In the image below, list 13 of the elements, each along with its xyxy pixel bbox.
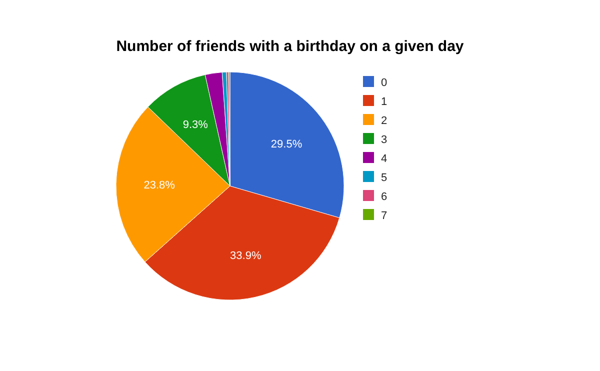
legend-label: 2 — [381, 115, 388, 127]
legend-label: 6 — [381, 191, 388, 203]
legend-label: 4 — [381, 153, 388, 165]
chart-title: Number of friends with a birthday on a given day — [116, 38, 464, 55]
legend-label: 7 — [381, 210, 388, 222]
legend-label: 0 — [381, 77, 388, 89]
legend-label: 3 — [381, 134, 388, 146]
data-label: 23.8% — [144, 180, 176, 192]
data-label: 29.5% — [270, 138, 302, 150]
legend-label: 1 — [381, 96, 388, 108]
data-label: 9.3% — [182, 119, 208, 132]
legend-label: 5 — [381, 172, 388, 184]
data-label: 33.9% — [230, 250, 262, 262]
